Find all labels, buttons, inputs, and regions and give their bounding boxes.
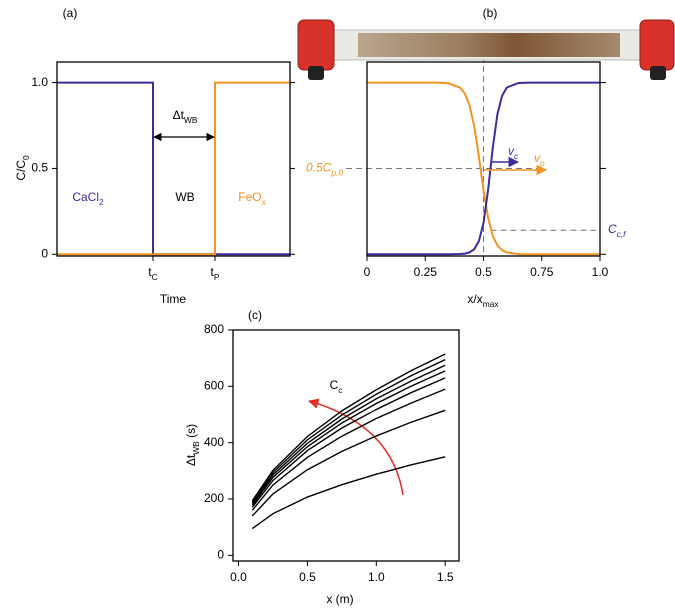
annotation: vc: [508, 144, 519, 161]
text-part: c: [338, 385, 342, 395]
y-tick-label: 0: [217, 548, 224, 562]
series-line: [251, 456, 446, 530]
series-line: [251, 358, 446, 503]
x-tick-label: 0.25: [414, 265, 438, 279]
text-part: max: [483, 299, 500, 309]
x-axis-label: x/xmax: [467, 292, 499, 309]
text-part: 0.5C: [306, 161, 332, 175]
text-part: C: [608, 222, 617, 236]
text-part: p,0: [330, 168, 343, 178]
text-part: t: [211, 265, 215, 279]
y-tick-label: 600: [204, 379, 224, 393]
y-tick-label: 800: [204, 322, 224, 336]
column-photo: [297, 19, 675, 80]
x-tick-label: 0.75: [530, 265, 554, 279]
sediment: [358, 33, 620, 57]
text-part: x/x: [467, 292, 482, 306]
reference-label: 0.5Cp,0: [306, 161, 343, 178]
text-part: Δt: [184, 454, 198, 466]
y-tick-label: 0.5: [31, 161, 48, 175]
text-part: WB: [191, 441, 201, 455]
series-line: [251, 388, 446, 511]
cap-right: [639, 19, 675, 71]
x-tick-label: 1.5: [437, 570, 454, 584]
x-tick-label: tC: [148, 265, 157, 282]
x-tick-label: 0.0: [230, 570, 247, 584]
series-line: [251, 364, 446, 504]
series-line: [367, 81, 600, 256]
series-line: [251, 353, 446, 502]
text-part: v: [534, 151, 541, 165]
series-line: [251, 377, 446, 508]
text-part: (s): [184, 424, 198, 441]
annotation: Cc: [330, 378, 343, 395]
text-part: FeO: [238, 190, 261, 204]
reference-label: Cc,f: [608, 222, 627, 239]
cap-left: [297, 19, 335, 71]
x-tick-label: 0.5: [475, 265, 492, 279]
x-tick-label: 1.0: [592, 265, 609, 279]
annotation: ΔtWB: [173, 108, 198, 125]
text-part: C/C: [14, 160, 28, 181]
series-line: [251, 409, 446, 517]
series-label: CaCl2: [72, 190, 104, 207]
series-line: [367, 81, 600, 256]
text-part: x: [262, 197, 267, 207]
y-tick-label: 0: [41, 246, 48, 260]
text-part: p: [539, 158, 545, 168]
knob-left: [308, 66, 324, 80]
text-part: Δt: [173, 108, 185, 122]
panel-title: (b): [483, 6, 498, 20]
series-label: FeOx: [238, 190, 266, 207]
y-tick-label: 200: [204, 491, 224, 505]
annotation: WB: [175, 190, 194, 204]
text-part: 2: [99, 197, 104, 207]
x-axis-label: x (m): [326, 592, 353, 606]
text-part: v: [508, 144, 515, 158]
annotation: vp: [534, 151, 545, 168]
x-axis-label: Time: [160, 292, 187, 306]
y-axis-label: C/C0: [14, 155, 31, 181]
text-part: 0: [21, 155, 31, 160]
series-line: [57, 81, 290, 256]
text-part: t: [148, 265, 152, 279]
knob-right: [650, 66, 666, 80]
plot-frame: [56, 61, 291, 257]
plot-frame: [232, 329, 460, 562]
panel-title: (a): [63, 6, 78, 20]
plot-frame: [366, 61, 601, 257]
x-tick-label: 0.5: [299, 570, 316, 584]
series-line: [57, 81, 290, 256]
text-part: CaCl: [72, 190, 99, 204]
panel-title: (c): [248, 308, 262, 322]
series-line: [251, 370, 446, 506]
x-tick-label: 1.0: [368, 570, 385, 584]
y-tick-label: 400: [204, 435, 224, 449]
text-part: WB: [184, 115, 198, 125]
text-part: c,f: [617, 229, 628, 239]
x-tick-label: 0: [364, 265, 371, 279]
y-tick-label: 1.0: [31, 75, 48, 89]
y-axis-label: ΔtWB (s): [184, 424, 201, 466]
text-part: P: [214, 272, 220, 282]
text-part: C: [330, 378, 339, 392]
text-part: c: [514, 151, 519, 161]
x-tick-label: tP: [211, 265, 220, 282]
text-part: C: [152, 272, 158, 282]
